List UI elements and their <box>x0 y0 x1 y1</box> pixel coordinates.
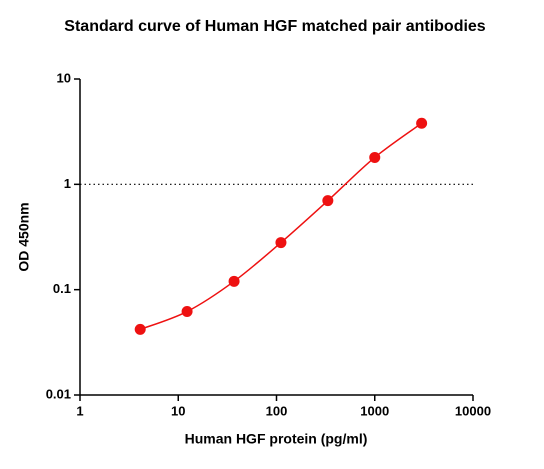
x-tick-label: 100 <box>266 403 288 418</box>
data-point <box>228 275 240 287</box>
y-tick-label: 1 <box>64 176 71 191</box>
x-axis-label: Human HGF protein (pg/ml) <box>185 431 368 447</box>
fit-curve <box>139 122 423 331</box>
x-tick-label: 1000 <box>360 403 389 418</box>
data-point <box>134 323 146 335</box>
x-tick-label: 10000 <box>455 403 491 418</box>
y-axis-label: OD 450nm <box>16 202 32 271</box>
y-tick-label: 10 <box>57 70 71 85</box>
data-point <box>322 195 334 207</box>
data-point <box>275 237 287 249</box>
data-point <box>416 117 428 129</box>
data-point <box>369 151 381 163</box>
y-tick-label: 0.01 <box>46 386 71 401</box>
chart-title: Standard curve of Human HGF matched pair… <box>64 18 486 35</box>
y-tick-label: 0.1 <box>53 281 71 296</box>
x-tick-label: 10 <box>171 403 185 418</box>
x-tick-label: 1 <box>76 403 83 418</box>
data-point <box>181 306 193 318</box>
